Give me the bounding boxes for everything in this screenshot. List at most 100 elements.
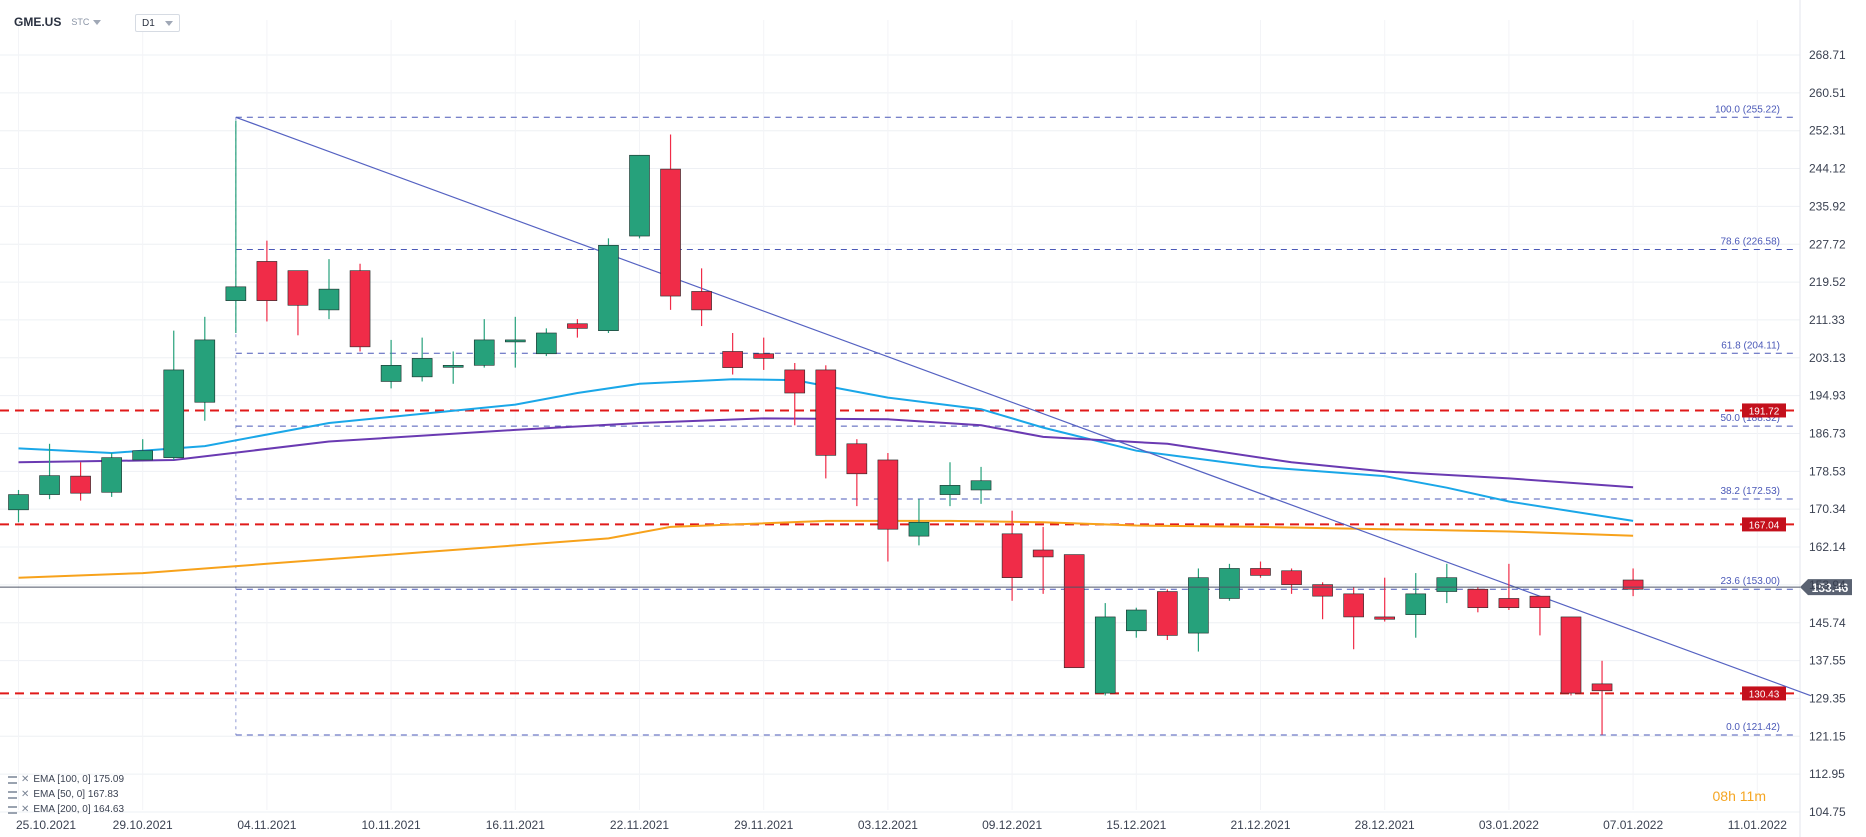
x-tick-label: 09.12.2021 bbox=[982, 818, 1042, 832]
settings-icon[interactable] bbox=[8, 775, 17, 784]
candle-body bbox=[815, 369, 837, 456]
y-tick-label: 129.35 bbox=[1809, 691, 1846, 705]
candle-body bbox=[39, 475, 60, 495]
chart-mode-selector[interactable]: STC bbox=[71, 17, 102, 27]
candle-body bbox=[1063, 554, 1085, 669]
x-tick-label: 11.01.2022 bbox=[1728, 818, 1787, 832]
candle-body bbox=[1188, 577, 1209, 634]
x-tick-label: 29.11.2021 bbox=[734, 818, 793, 832]
candle-body bbox=[536, 332, 557, 355]
candle-body bbox=[846, 443, 868, 475]
chevron-down-icon bbox=[164, 20, 173, 26]
candle-body bbox=[349, 270, 371, 348]
y-tick-label: 186.73 bbox=[1809, 427, 1846, 441]
y-tick-label: 194.93 bbox=[1809, 389, 1846, 403]
x-tick-label: 28.12.2021 bbox=[1355, 818, 1415, 832]
legend-item[interactable]: ✕ EMA [200, 0] 164.63 bbox=[8, 802, 124, 817]
candle-body bbox=[1498, 598, 1520, 608]
y-tick-label: 203.13 bbox=[1809, 351, 1846, 365]
y-tick-label: 219.52 bbox=[1809, 275, 1846, 289]
candle-countdown: 08h 11m bbox=[1713, 788, 1766, 804]
price-level-tag bbox=[1742, 517, 1786, 532]
candles bbox=[8, 120, 1644, 735]
candle-body bbox=[1560, 616, 1582, 694]
x-tick-label: 03.12.2021 bbox=[858, 818, 918, 832]
fib-level-label: 78.6 (226.58) bbox=[1721, 237, 1781, 248]
fib-level-label: 38.2 (172.53) bbox=[1721, 486, 1781, 497]
trendline-segment bbox=[235, 116, 1811, 696]
timeframe-selector[interactable]: D1 bbox=[135, 14, 180, 32]
current-price-line: 153.46 bbox=[0, 579, 1852, 596]
candle-body bbox=[1343, 593, 1364, 618]
candle-body bbox=[1405, 593, 1427, 615]
candle-body bbox=[411, 358, 433, 378]
candle-body bbox=[970, 480, 992, 491]
close-icon[interactable]: ✕ bbox=[21, 774, 30, 785]
candle-body bbox=[1436, 577, 1458, 592]
y-tick-label: 153.94 bbox=[1809, 578, 1846, 592]
x-tick-label: 16.11.2021 bbox=[486, 818, 545, 832]
y-tick-label: 121.15 bbox=[1809, 729, 1846, 743]
price-level-tag bbox=[1742, 686, 1786, 701]
candle-body bbox=[1126, 609, 1147, 632]
y-tick-label: 252.31 bbox=[1809, 124, 1846, 138]
trendline[interactable] bbox=[235, 116, 1811, 696]
candle-body bbox=[1374, 616, 1395, 620]
candle-body bbox=[784, 369, 806, 394]
y-tick-label: 145.74 bbox=[1809, 616, 1846, 630]
y-tick-label: 227.72 bbox=[1809, 237, 1846, 251]
grid bbox=[0, 0, 1801, 837]
x-axis: 25.10.2021 29.10.2021 04.11.2021 10.11.2021… bbox=[16, 818, 1787, 832]
timeframe-label: D1 bbox=[142, 17, 155, 29]
timer-hours: 08 bbox=[1712, 788, 1729, 804]
current-price-tag bbox=[1800, 579, 1852, 596]
candle-body bbox=[380, 365, 402, 382]
x-tick-label: 04.11.2021 bbox=[237, 818, 296, 832]
candle-body bbox=[1312, 584, 1333, 597]
candle-body bbox=[256, 261, 278, 301]
legend-item[interactable]: ✕ EMA [50, 0] 167.83 bbox=[8, 787, 124, 802]
candle-body bbox=[1032, 549, 1054, 558]
candle-body bbox=[1467, 588, 1489, 608]
chart-mode-label: STC bbox=[71, 17, 90, 27]
y-tick-label: 178.53 bbox=[1809, 464, 1846, 478]
fibonacci-retracement[interactable]: 100.0 (255.22) 78.6 (226.58) 61.8 (204.11)… bbox=[235, 104, 1797, 736]
fib-level-label: 0.0 (121.42) bbox=[1726, 722, 1780, 733]
x-tick-label: 25.10.2021 bbox=[16, 818, 76, 832]
indicator-legend: ✕ EMA [100, 0] 175.09 ✕ EMA [50, 0] 167.… bbox=[8, 772, 124, 817]
legend-label: EMA [200, 0] 164.63 bbox=[33, 804, 125, 815]
horizontal-levels[interactable]: 191.72 167.04 130.43 bbox=[0, 403, 1800, 701]
x-tick-label: 15.12.2021 bbox=[1106, 818, 1166, 832]
fib-level-label: 61.8 (204.11) bbox=[1721, 340, 1780, 351]
close-icon[interactable]: ✕ bbox=[21, 804, 30, 815]
legend-label: EMA [50, 0] 167.83 bbox=[33, 789, 119, 800]
candle-body bbox=[225, 286, 247, 301]
chart-header: GME.US STC bbox=[14, 12, 102, 32]
y-tick-label: 162.14 bbox=[1809, 540, 1846, 554]
close-icon[interactable]: ✕ bbox=[21, 789, 30, 800]
y-tick-label: 268.71 bbox=[1809, 48, 1846, 62]
y-axis: 268.71 260.51 252.31 244.12 235.92 227.72 219.… bbox=[1809, 48, 1846, 819]
symbol-label[interactable]: GME.US bbox=[14, 15, 62, 29]
chevron-down-icon bbox=[93, 19, 102, 25]
x-tick-label: 22.11.2021 bbox=[610, 818, 669, 832]
price-level-label: 130.43 bbox=[1749, 689, 1780, 700]
y-tick-label: 235.92 bbox=[1809, 199, 1846, 213]
candle-body bbox=[1281, 570, 1302, 585]
fib-level-label: 23.6 (153.00) bbox=[1721, 576, 1781, 587]
candle-body bbox=[722, 351, 743, 368]
x-tick-label: 21.12.2021 bbox=[1230, 818, 1290, 832]
settings-icon[interactable] bbox=[8, 805, 17, 814]
candle-body bbox=[101, 457, 122, 493]
candle-body bbox=[504, 339, 526, 343]
legend-item[interactable]: ✕ EMA [100, 0] 175.09 bbox=[8, 772, 124, 787]
candle-body bbox=[287, 270, 309, 306]
price-level-tag bbox=[1742, 403, 1786, 418]
settings-icon[interactable] bbox=[8, 790, 17, 799]
candle-body bbox=[1622, 579, 1644, 590]
candle-body bbox=[753, 353, 775, 359]
candle-body bbox=[318, 288, 340, 311]
y-tick-label: 260.51 bbox=[1809, 86, 1846, 100]
candle-body bbox=[1529, 595, 1551, 608]
